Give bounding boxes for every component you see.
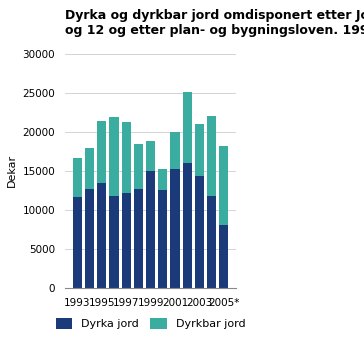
Bar <box>134 144 143 189</box>
Bar <box>219 226 228 288</box>
Bar <box>170 132 179 169</box>
Bar <box>219 146 228 226</box>
Bar <box>158 169 167 190</box>
Bar <box>73 197 82 288</box>
Bar <box>146 141 155 171</box>
Bar <box>97 183 106 288</box>
Bar <box>109 117 119 196</box>
Bar <box>146 171 155 288</box>
Bar <box>183 92 192 163</box>
Bar <box>170 169 179 288</box>
Legend: Dyrka jord, Dyrkbar jord: Dyrka jord, Dyrkbar jord <box>51 313 250 334</box>
Bar <box>195 124 204 176</box>
Bar <box>207 196 216 288</box>
Bar <box>85 148 94 189</box>
Text: Dyrka og dyrkbar jord omdisponert etter Jordloven §§ 9
og 12 og etter plan- og b: Dyrka og dyrkbar jord omdisponert etter … <box>65 9 364 37</box>
Bar <box>109 196 119 288</box>
Bar <box>183 163 192 288</box>
Bar <box>195 176 204 288</box>
Bar <box>85 189 94 288</box>
Bar <box>122 193 131 288</box>
Bar <box>97 121 106 183</box>
Bar <box>158 190 167 288</box>
Bar <box>207 116 216 196</box>
Y-axis label: Dekar: Dekar <box>7 154 17 187</box>
Bar <box>134 189 143 288</box>
Bar <box>73 158 82 197</box>
Bar <box>122 122 131 193</box>
